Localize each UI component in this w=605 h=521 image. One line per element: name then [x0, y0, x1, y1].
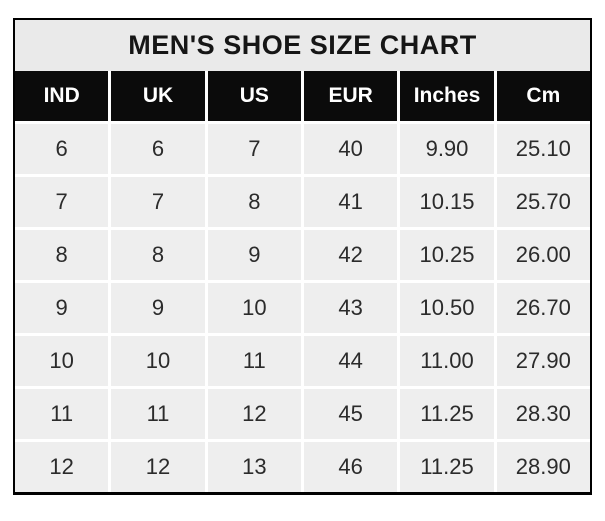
table-cell-r4-us: 10: [207, 283, 301, 333]
table-cell-r1-inches: 9.90: [400, 124, 494, 174]
table-cell-r6-uk: 11: [111, 389, 205, 439]
size-table: IND UK US EUR Inches Cm 6 6 7 40 9.90 25.10 7 7 8 41 10.…: [15, 71, 590, 492]
table-cell-r3-us: 9: [207, 230, 301, 280]
table-cell-r1-uk: 6: [111, 124, 205, 174]
table-cell-r3-eur: 42: [304, 230, 398, 280]
table-cell-r6-inches: 11.25: [400, 389, 494, 439]
table-cell-r5-ind: 10: [15, 336, 109, 386]
table-cell-r4-eur: 43: [304, 283, 398, 333]
table-cell-r1-cm: 25.10: [496, 124, 590, 174]
chart-title: MEN'S SHOE SIZE CHART: [15, 20, 590, 71]
table-cell-r2-uk: 7: [111, 177, 205, 227]
table-cell-r5-eur: 44: [304, 336, 398, 386]
table-cell-r7-cm: 28.90: [496, 442, 590, 492]
header-cell-ind: IND: [15, 71, 109, 121]
header-cell-uk: UK: [111, 71, 205, 121]
header-cell-eur: EUR: [304, 71, 398, 121]
table-cell-r2-eur: 41: [304, 177, 398, 227]
table-cell-r7-ind: 12: [15, 442, 109, 492]
table-cell-r3-inches: 10.25: [400, 230, 494, 280]
table-cell-r3-ind: 8: [15, 230, 109, 280]
table-cell-r5-us: 11: [207, 336, 301, 386]
table-cell-r4-cm: 26.70: [496, 283, 590, 333]
shoe-size-chart: MEN'S SHOE SIZE CHART IND UK US EUR Inches Cm…: [13, 18, 592, 495]
table-cell-r2-cm: 25.70: [496, 177, 590, 227]
table-cell-r6-cm: 28.30: [496, 389, 590, 439]
header-cell-us: US: [207, 71, 301, 121]
table-cell-r1-eur: 40: [304, 124, 398, 174]
table-cell-r7-eur: 46: [304, 442, 398, 492]
table-cell-r7-us: 13: [207, 442, 301, 492]
table-cell-r6-ind: 11: [15, 389, 109, 439]
table-cell-r1-ind: 6: [15, 124, 109, 174]
table-cell-r6-us: 12: [207, 389, 301, 439]
table-cell-r6-eur: 45: [304, 389, 398, 439]
table-cell-r2-inches: 10.15: [400, 177, 494, 227]
header-cell-inches: Inches: [400, 71, 494, 121]
table-cell-r5-uk: 10: [111, 336, 205, 386]
table-cell-r2-us: 8: [207, 177, 301, 227]
table-cell-r4-ind: 9: [15, 283, 109, 333]
table-cell-r4-inches: 10.50: [400, 283, 494, 333]
table-cell-r5-cm: 27.90: [496, 336, 590, 386]
table-cell-r3-uk: 8: [111, 230, 205, 280]
table-cell-r4-uk: 9: [111, 283, 205, 333]
table-cell-r7-inches: 11.25: [400, 442, 494, 492]
table-cell-r2-ind: 7: [15, 177, 109, 227]
table-cell-r7-uk: 12: [111, 442, 205, 492]
table-cell-r1-us: 7: [207, 124, 301, 174]
header-cell-cm: Cm: [496, 71, 590, 121]
table-cell-r5-inches: 11.00: [400, 336, 494, 386]
table-cell-r3-cm: 26.00: [496, 230, 590, 280]
